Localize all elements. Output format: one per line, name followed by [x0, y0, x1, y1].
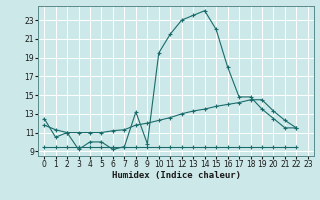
X-axis label: Humidex (Indice chaleur): Humidex (Indice chaleur) — [111, 171, 241, 180]
